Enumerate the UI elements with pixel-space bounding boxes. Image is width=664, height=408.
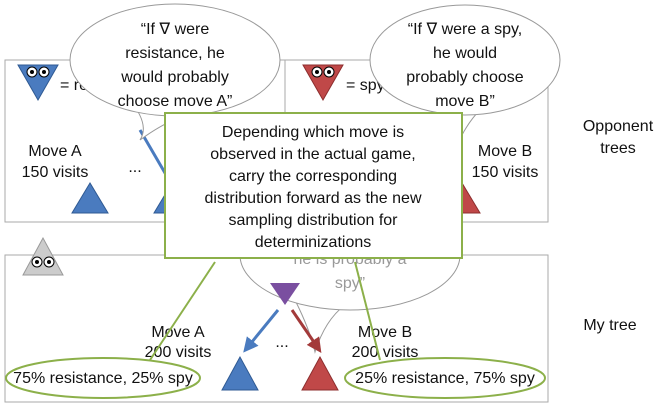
gray-icon: [22, 236, 64, 276]
connector: [354, 261, 381, 361]
move-label: Move A: [28, 143, 82, 160]
edge: [290, 309, 322, 353]
side-label: trees: [600, 140, 636, 157]
red-icon: [302, 64, 344, 102]
move-label: Move B: [478, 143, 532, 160]
blue-icon: [17, 64, 59, 102]
bubble-text: “If ∇ were a spy,: [408, 21, 522, 38]
bubble-text: would probably: [120, 69, 229, 86]
ellipsis: ...: [128, 159, 141, 176]
bubble-text: determinizations: [255, 234, 372, 251]
triangle: [301, 355, 339, 391]
edge: [243, 309, 280, 353]
visits: 150 visits: [22, 164, 89, 181]
distribution: 75% resistance, 25% spy: [13, 370, 193, 387]
distribution: 25% resistance, 75% spy: [355, 370, 535, 387]
bubble-text: resistance, he: [125, 45, 225, 62]
side-label: Opponent: [583, 118, 654, 135]
bubble-text: move B”: [435, 93, 495, 110]
triangle: [71, 182, 109, 214]
bubble-text: observed in the actual game,: [210, 146, 415, 163]
move-label: Move B: [358, 324, 412, 341]
visits: 150 visits: [472, 164, 539, 181]
bubble-text: Depending which move is: [222, 124, 404, 141]
bubble-text: he would: [433, 45, 497, 62]
connector: [149, 261, 216, 361]
root-triangle: [270, 283, 300, 305]
visits: 200 visits: [145, 344, 212, 361]
callout-box: [164, 112, 463, 259]
bubble-text: probably choose: [406, 69, 524, 86]
ellipsis: ...: [275, 334, 288, 351]
bubble-text: “If ∇ were: [141, 21, 210, 38]
bubble-text: spy”: [335, 275, 365, 292]
triangle: [221, 355, 259, 391]
legend-text: = spy: [346, 77, 385, 94]
bubble-text: distribution forward as the new: [205, 190, 422, 207]
side-label: My tree: [583, 317, 636, 334]
highlight: [5, 357, 201, 399]
move-label: Move A: [151, 324, 205, 341]
visits: 200 visits: [352, 344, 419, 361]
bubble-text: carry the corresponding: [229, 168, 397, 185]
bubble-text: sampling distribution for: [229, 212, 399, 229]
speech-bubble: [369, 4, 561, 116]
highlight: [344, 357, 546, 399]
bubble-text: choose move A”: [118, 93, 233, 110]
